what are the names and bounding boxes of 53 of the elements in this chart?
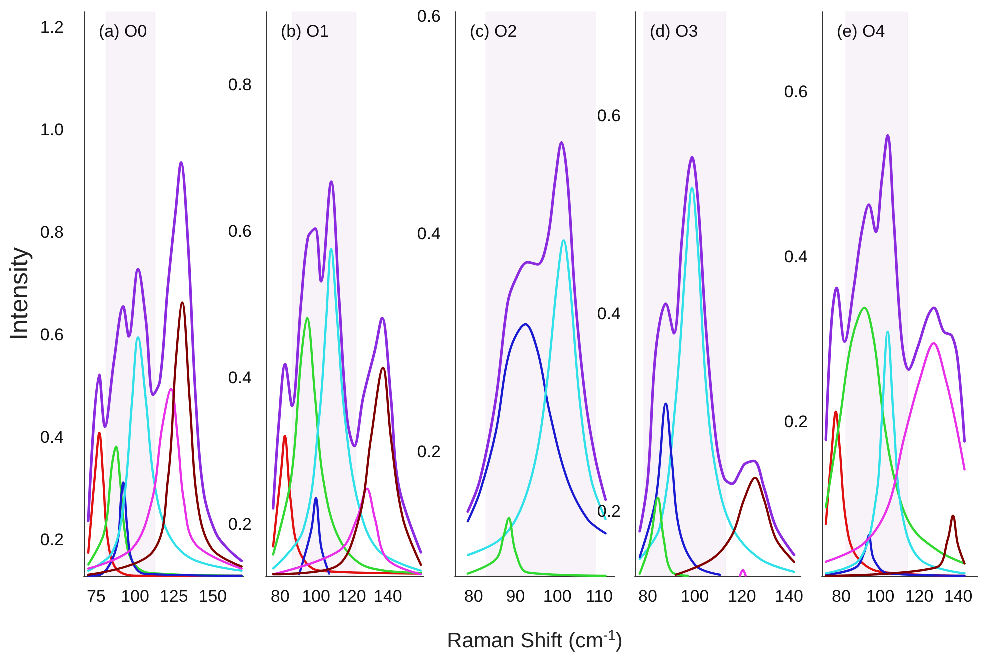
line-series — [824, 534, 966, 578]
text: (a) O0 — [99, 22, 148, 41]
line-series — [298, 497, 330, 576]
y-tick-label: 1.0 — [40, 120, 64, 140]
line-series — [824, 134, 966, 443]
x-tick-label: 140 — [775, 587, 804, 606]
text: (b) O1 — [281, 22, 330, 41]
line-series — [466, 517, 607, 578]
x-tick-label: 100 — [543, 587, 572, 606]
y-tick-label: 0.2 — [40, 530, 64, 550]
line-series — [638, 402, 722, 576]
y-tick-label: 0.4 — [784, 247, 808, 266]
y-tick-label: 0.6 — [228, 222, 252, 242]
x-tick-label: 120 — [728, 587, 756, 606]
y-tick-label: 0.4 — [417, 224, 441, 244]
x-tick-label: 110 — [586, 587, 614, 606]
x-tick-label: 80 — [638, 587, 658, 606]
y-tick-label: 0.2 — [417, 442, 441, 462]
x-tick-label: 120 — [338, 587, 366, 606]
y-tick-label: 0.4 — [597, 304, 621, 324]
x-tick-label: 140 — [374, 587, 402, 606]
y-tick-label: 0.2 — [784, 412, 808, 432]
y-tick-label: 0.2 — [228, 515, 252, 534]
x-tick-label: 140 — [944, 587, 973, 606]
x-tick-label: 120 — [905, 587, 934, 606]
x-tick-label: 125 — [160, 587, 188, 606]
y-tick-label: 1.2 — [40, 18, 64, 37]
x-tick-label: 100 — [866, 587, 895, 606]
x-tick-label: 100 — [680, 587, 710, 606]
x-tick-label: 75 — [86, 587, 106, 606]
y-tick-label: 0.8 — [228, 76, 252, 95]
text: (e) O4 — [837, 22, 886, 41]
y-tick-label: 0.4 — [40, 428, 64, 448]
x-tick-label: 100 — [302, 587, 330, 606]
x-tick-label: 100 — [121, 587, 150, 606]
y-tick-label: 0.6 — [40, 326, 64, 345]
line-series — [638, 496, 690, 578]
x-tick-label: 80 — [832, 587, 851, 606]
text: (d) O3 — [650, 22, 698, 41]
y-tick-label: 0.4 — [228, 368, 252, 388]
line-series — [674, 476, 796, 576]
y-tick-label: 0.6 — [417, 6, 441, 26]
y-tick-label: 0.6 — [784, 82, 808, 102]
text: (c) O2 — [470, 22, 518, 41]
y-tick-label: 0.6 — [597, 106, 621, 126]
line-series — [824, 514, 966, 578]
x-tick-label: 90 — [506, 587, 526, 606]
x-tick-label: 80 — [270, 587, 290, 606]
y-tick-label: 0.8 — [40, 222, 64, 242]
y-axis-title: Intensity — [6, 246, 34, 341]
x-tick-label: 150 — [198, 587, 228, 606]
line-series — [272, 488, 422, 576]
x-tick-label: 80 — [464, 587, 484, 606]
